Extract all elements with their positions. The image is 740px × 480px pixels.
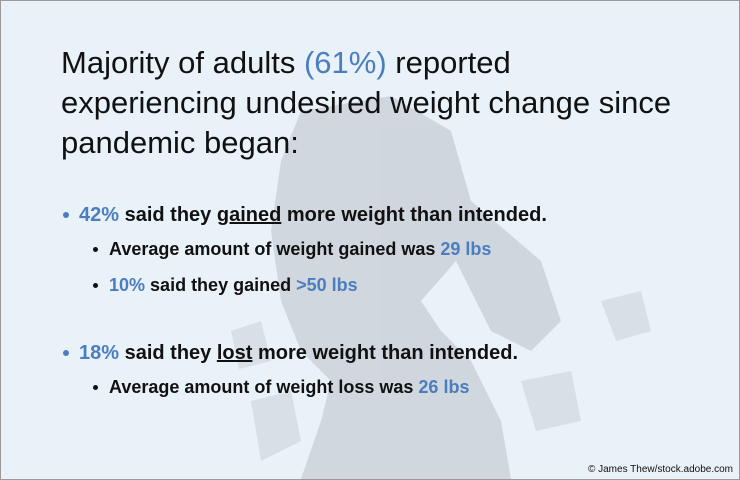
text-run: more weight than intended. xyxy=(257,342,518,364)
text-run: reported xyxy=(395,45,511,80)
text-run: 42% xyxy=(79,204,120,226)
text-run: said they xyxy=(124,342,212,364)
text-run: pandemic began: xyxy=(61,125,299,160)
bullet-dot xyxy=(93,385,98,390)
bullet-item: 18% said they lost more weight than inte… xyxy=(61,337,547,369)
bullet-dot xyxy=(93,247,98,252)
bullet-dot xyxy=(63,212,69,218)
bullet-dot xyxy=(93,283,98,288)
text-run: Majority of adults xyxy=(61,45,296,80)
bullet-item: Average amount of weight loss was 26 lbs xyxy=(61,369,547,405)
text-run: said they xyxy=(124,204,212,226)
bullet-item: Average amount of weight gained was 29 l… xyxy=(61,231,547,267)
title-line: experiencing undesired weight change sin… xyxy=(61,83,671,123)
bullet-item: 10% said they gained >50 lbs xyxy=(61,267,547,303)
text-run: experiencing undesired weight change sin… xyxy=(61,85,672,120)
text-run: (61%) xyxy=(303,45,387,80)
text-run: more weight than intended. xyxy=(286,204,547,226)
text-run: gained xyxy=(216,204,282,226)
title-line: pandemic began: xyxy=(61,123,671,163)
credit: © James Thew/stock.adobe.com xyxy=(587,464,733,475)
text-run: 29 lbs xyxy=(440,239,492,259)
text-run: Average amount of weight gained was xyxy=(109,239,436,259)
text-run: 18% xyxy=(79,342,120,364)
text-run: lost xyxy=(216,342,253,364)
title: Majority of adults (61%) reported experie… xyxy=(61,43,671,163)
text-run: Average amount of weight loss was xyxy=(109,377,414,397)
text-run: 26 lbs xyxy=(418,377,470,397)
bullet-dot xyxy=(63,350,69,356)
bullet-item: 42% said they gained more weight than in… xyxy=(61,199,547,231)
title-line: Majority of adults (61%) reported xyxy=(61,43,671,83)
text-run: >50 lbs xyxy=(296,275,358,295)
text-run: 10% xyxy=(109,275,146,295)
bullet-list: 42% said they gained more weight than in… xyxy=(61,199,547,405)
text-run: said they gained xyxy=(150,275,292,295)
